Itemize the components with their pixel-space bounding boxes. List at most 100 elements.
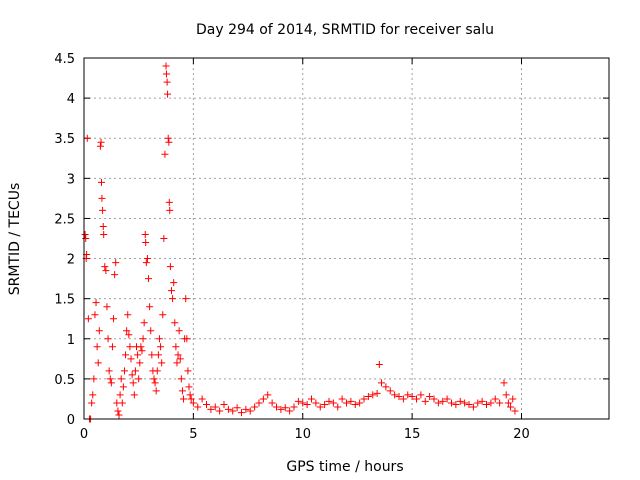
data-point <box>325 397 333 405</box>
data-point <box>116 391 124 399</box>
data-point <box>164 134 172 142</box>
data-point <box>469 403 477 411</box>
data-point <box>273 403 280 411</box>
data-points <box>81 62 519 423</box>
data-point <box>110 315 118 323</box>
data-point <box>166 206 174 214</box>
data-point <box>511 407 519 415</box>
data-point <box>496 399 504 407</box>
data-point <box>114 407 122 415</box>
data-point <box>140 319 148 327</box>
data-point <box>251 403 259 411</box>
data-point <box>171 319 179 327</box>
data-point <box>334 403 342 411</box>
data-point <box>386 387 394 395</box>
data-point <box>127 355 135 363</box>
data-point <box>207 405 215 413</box>
data-point <box>264 391 272 399</box>
data-point <box>465 401 473 409</box>
data-point <box>112 259 120 267</box>
data-point <box>93 343 101 351</box>
data-point <box>255 399 263 407</box>
data-point <box>404 391 412 399</box>
data-point <box>229 407 237 415</box>
data-point <box>299 399 307 407</box>
data-point <box>103 303 111 311</box>
data-point <box>281 404 289 412</box>
data-point <box>162 62 170 70</box>
data-point <box>96 142 104 150</box>
data-point <box>491 395 499 403</box>
data-point <box>184 367 192 375</box>
data-point <box>426 393 434 401</box>
data-point <box>474 399 482 407</box>
data-point <box>141 230 149 238</box>
data-point <box>169 295 177 303</box>
y-tick-label: 3 <box>67 172 75 187</box>
data-point <box>211 403 219 411</box>
data-point <box>478 397 486 405</box>
data-point <box>312 399 320 407</box>
y-tick-label: 2 <box>67 253 75 268</box>
data-point <box>142 239 150 247</box>
data-point <box>104 335 112 343</box>
data-point <box>308 395 315 403</box>
data-point <box>360 395 368 403</box>
data-point <box>82 235 90 242</box>
data-point <box>443 395 451 403</box>
data-point <box>246 407 254 415</box>
data-point <box>98 194 106 202</box>
data-point <box>290 403 298 411</box>
data-point <box>183 335 191 343</box>
data-point <box>259 395 267 403</box>
data-point <box>147 327 155 335</box>
data-point <box>142 259 150 267</box>
data-point <box>391 391 399 399</box>
data-point <box>168 287 175 295</box>
plot-frame <box>83 57 610 420</box>
data-point <box>378 379 385 387</box>
data-point <box>175 327 183 335</box>
data-point <box>399 395 407 403</box>
data-point <box>99 206 107 214</box>
y-tick-label: 1.5 <box>54 293 75 308</box>
data-point <box>504 399 512 407</box>
data-point <box>375 360 383 368</box>
data-point <box>174 351 182 359</box>
data-point <box>216 407 224 415</box>
data-point <box>148 351 156 359</box>
y-tick-label: 3.5 <box>54 132 75 147</box>
data-point <box>107 379 115 387</box>
data-point <box>117 375 125 383</box>
data-point <box>170 279 178 287</box>
y-tick-label: 1 <box>67 333 75 348</box>
x-tick-label: 15 <box>404 427 421 442</box>
data-point <box>137 343 145 351</box>
x-axis-label: GPS time / hours <box>286 459 403 475</box>
data-point <box>187 395 195 403</box>
data-point <box>417 391 425 399</box>
data-point <box>408 393 416 401</box>
data-point <box>395 393 403 401</box>
x-tick-label: 5 <box>189 427 197 442</box>
y-tick-label: 0 <box>67 413 75 428</box>
data-point <box>101 263 109 271</box>
x-tick-label: 0 <box>80 427 88 442</box>
data-point <box>125 331 133 339</box>
data-point <box>382 383 390 391</box>
data-point <box>160 235 168 242</box>
data-point <box>373 389 381 397</box>
data-point <box>90 375 98 383</box>
data-point <box>182 295 190 303</box>
x-tick-label: 20 <box>513 427 530 442</box>
data-point <box>203 401 210 409</box>
data-point <box>303 401 311 409</box>
data-point <box>158 359 166 367</box>
data-point <box>198 395 206 403</box>
data-point <box>162 70 170 78</box>
data-point <box>233 404 241 412</box>
data-point <box>194 403 202 411</box>
data-point <box>151 379 159 387</box>
data-point <box>177 375 185 383</box>
